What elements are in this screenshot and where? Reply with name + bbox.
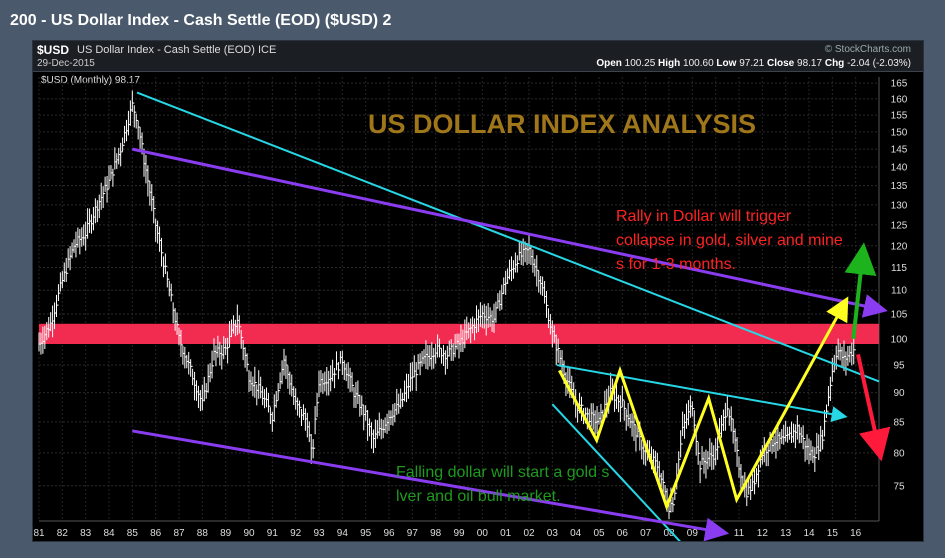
y-tick-label: 115 [891, 263, 907, 274]
trendline-cyan-channel-top [556, 364, 848, 423]
exchange-label: ICE [257, 44, 277, 56]
x-tick-label: 08 [663, 528, 675, 539]
x-tick-label: 81 [33, 528, 45, 539]
instrument-name: US Dollar Index - Cash Settle (EOD) ICE [77, 44, 276, 56]
y-tick-label: 155 [891, 111, 908, 122]
x-tick-label: 11 [734, 528, 745, 539]
source-label: © StockCharts.com [824, 44, 911, 55]
x-tick-label: 05 [593, 528, 605, 539]
trendline-cyan-channel-bottom [551, 403, 681, 541]
open-value: 100.25 [624, 58, 656, 69]
y-tick-label: 105 [891, 309, 908, 320]
falling-dollar-annotation: Falling dollar will start a gold s lver a… [396, 464, 609, 505]
x-tick-label: 04 [570, 528, 582, 539]
x-tick-label: 06 [617, 528, 629, 539]
red-arrow [856, 353, 891, 462]
price-chart: 1651601551501451401351301251201151101051… [33, 77, 908, 541]
close-label: Close [767, 58, 795, 69]
x-tick-label: 02 [523, 528, 535, 539]
x-tick-label: 96 [383, 528, 395, 539]
trendline-purple-upper [132, 147, 888, 318]
low-value: 97.21 [739, 58, 765, 69]
x-tick-label: 92 [290, 528, 302, 539]
chart-title: US DOLLAR INDEX ANALYSIS [368, 109, 756, 139]
chg-label: Chg [824, 58, 845, 69]
x-tick-label: 82 [57, 528, 69, 539]
x-tick-label: 93 [313, 528, 325, 539]
series-legend: $USD (Monthly) 98.17 [41, 75, 140, 86]
x-tick-label: 01 [500, 528, 512, 539]
y-tick-label: 75 [893, 481, 905, 492]
rally-annotation: Rally in Dollar will trigger collapse in… [616, 208, 843, 273]
yellow-wave-path [558, 296, 849, 511]
x-tick-label: 07 [640, 528, 652, 539]
x-tick-label: 84 [103, 528, 115, 539]
trendline-cyan-upper [136, 91, 880, 383]
y-tick-label: 120 [891, 241, 908, 252]
chart-date: 29-Dec-2015 [37, 58, 95, 69]
x-tick-label: 00 [477, 528, 489, 539]
y-tick-label: 110 [891, 286, 907, 297]
y-tick-label: 160 [891, 94, 908, 105]
x-tick-label: 99 [453, 528, 465, 539]
y-tick-label: 125 [891, 220, 908, 231]
x-tick-label: 91 [267, 528, 279, 539]
chg-value: -2.04 (-2.03%) [847, 58, 911, 69]
y-tick-label: 150 [891, 127, 908, 138]
x-tick-label: 09 [687, 528, 699, 539]
x-tick-label: 15 [827, 528, 839, 539]
y-tick-label: 95 [893, 361, 905, 372]
low-label: Low [716, 58, 737, 69]
x-tick-label: 87 [173, 528, 185, 539]
y-tick-label: 100 [891, 334, 908, 345]
trendline-purple-lower [132, 429, 730, 541]
x-tick-label: 95 [360, 528, 372, 539]
x-tick-label: 83 [80, 528, 92, 539]
y-tick-label: 130 [891, 200, 908, 211]
x-tick-label: 90 [243, 528, 255, 539]
instrument-title: US Dollar Index - Cash Settle (EOD) [77, 44, 255, 56]
open-label: Open [596, 58, 622, 69]
x-tick-label: 16 [850, 528, 862, 539]
close-value: 98.17 [797, 58, 823, 69]
symbol-label: $USD [37, 43, 70, 57]
x-tick-label: 94 [337, 528, 349, 539]
chart-frame: $USD US Dollar Index - Cash Settle (EOD)… [32, 40, 924, 542]
y-tick-label: 90 [893, 388, 905, 399]
x-tick-label: 89 [220, 528, 232, 539]
high-label: High [658, 58, 681, 69]
high-value: 100.60 [683, 58, 714, 69]
x-tick-label: 85 [127, 528, 139, 539]
x-tick-label: 13 [780, 528, 792, 539]
ohlc-readout: Open 100.25 High 100.60 Low 97.21 Close … [596, 58, 911, 69]
x-tick-label: 97 [407, 528, 419, 539]
y-tick-label: 145 [891, 145, 908, 156]
x-tick-label: 14 [803, 528, 815, 539]
chart-header: $USD US Dollar Index - Cash Settle (EOD)… [33, 41, 923, 72]
window-title: 200 - US Dollar Index - Cash Settle (EOD… [10, 12, 392, 29]
green-arrow [844, 242, 877, 340]
x-tick-label: 98 [430, 528, 442, 539]
x-tick-label: 12 [757, 528, 769, 539]
y-tick-label: 135 [891, 181, 908, 192]
y-tick-label: 140 [891, 163, 908, 174]
x-tick-label: 86 [150, 528, 162, 539]
y-tick-label: 165 [891, 79, 908, 90]
y-tick-label: 85 [893, 417, 905, 428]
y-tick-label: 80 [893, 448, 905, 459]
x-tick-label: 88 [197, 528, 209, 539]
x-tick-label: 03 [547, 528, 559, 539]
